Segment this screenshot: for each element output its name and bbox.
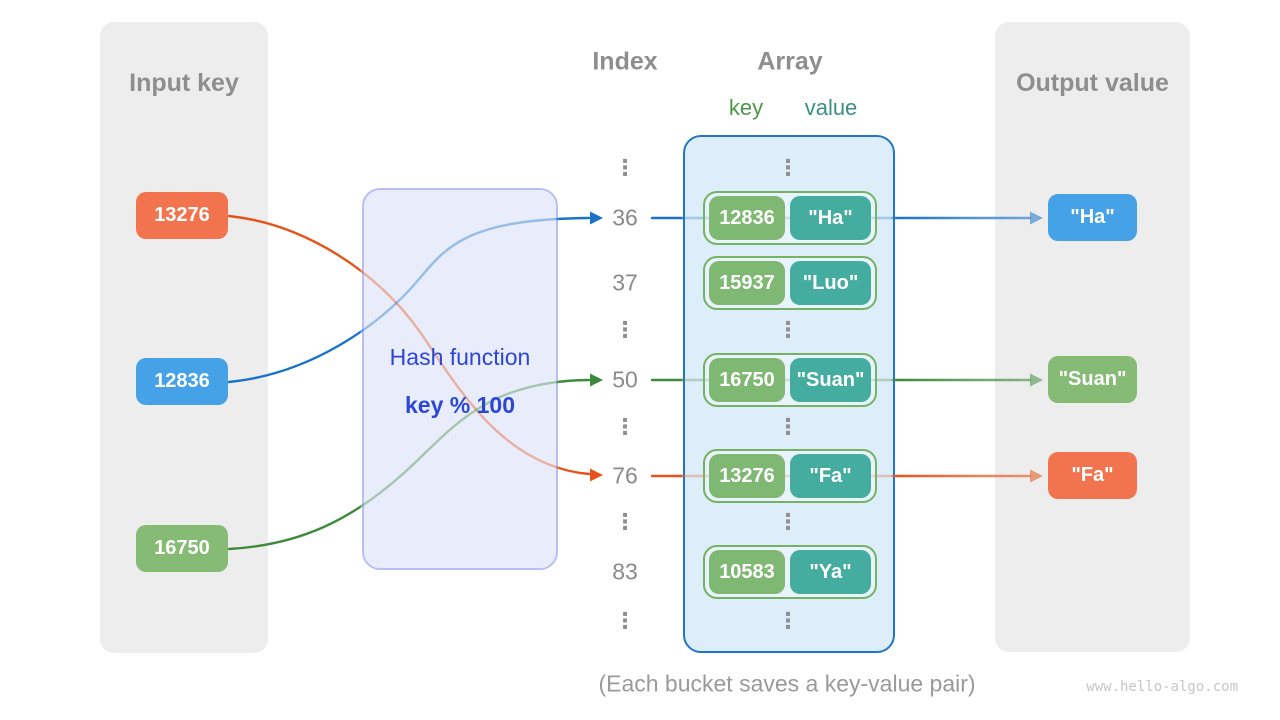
vertical-ellipsis-icon: ⋮ — [614, 155, 636, 180]
arrowhead-index-76 — [590, 468, 603, 482]
arrowhead-index-50 — [590, 373, 603, 387]
vertical-ellipsis-icon: ⋮ — [777, 414, 799, 439]
bucket-value: "Fa" — [790, 454, 871, 498]
vertical-ellipsis-icon: ⋮ — [777, 608, 799, 633]
bucket-value: "Ha" — [790, 196, 871, 240]
bucket-value: "Suan" — [790, 358, 871, 402]
vertical-ellipsis-icon: ⋮ — [777, 509, 799, 534]
output-value-panel: Output value — [995, 22, 1190, 652]
bucket-key: 13276 — [709, 454, 785, 498]
bucket-key: 12836 — [709, 196, 785, 240]
hash-function-box — [362, 188, 558, 570]
arrowhead-index-36 — [590, 211, 603, 225]
input-key-13276: 13276 — [136, 192, 228, 239]
output-value-ha: "Ha" — [1048, 194, 1137, 241]
index-37: 37 — [612, 269, 638, 296]
bucket-row: 13276 "Fa" — [703, 449, 877, 503]
bucket-row: 15937 "Luo" — [703, 256, 877, 310]
input-key-12836: 12836 — [136, 358, 228, 405]
bucket-row: 16750 "Suan" — [703, 353, 877, 407]
bucket-key: 16750 — [709, 358, 785, 402]
index-column-title: Index — [592, 47, 658, 76]
input-key-title: Input key — [129, 69, 239, 97]
bucket-row: 10583 "Ya" — [703, 545, 877, 599]
diagram-caption: (Each bucket saves a key-value pair) — [598, 670, 976, 697]
bucket-key: 15937 — [709, 261, 785, 305]
hash-function-label: Hash function — [389, 344, 531, 370]
bucket-row: 12836 "Ha" — [703, 191, 877, 245]
bucket-value: "Ya" — [790, 550, 871, 594]
input-key-16750: 16750 — [136, 525, 228, 572]
bucket-value: "Luo" — [790, 261, 871, 305]
output-value-title: Output value — [1016, 69, 1169, 97]
index-76: 76 — [612, 462, 638, 489]
hash-formula-label: key % 100 — [405, 392, 515, 418]
output-value-fa: "Fa" — [1048, 452, 1137, 499]
vertical-ellipsis-icon: ⋮ — [614, 608, 636, 633]
index-36: 36 — [612, 204, 638, 231]
index-50: 50 — [612, 366, 638, 393]
value-header-label: value — [804, 95, 858, 120]
vertical-ellipsis-icon: ⋮ — [777, 317, 799, 342]
vertical-ellipsis-icon: ⋮ — [614, 509, 636, 534]
key-header-label: key — [728, 95, 764, 120]
output-value-suan: "Suan" — [1048, 356, 1137, 403]
vertical-ellipsis-icon: ⋮ — [614, 414, 636, 439]
watermark: www.hello-algo.com — [1086, 679, 1238, 695]
index-83: 83 — [612, 558, 638, 585]
bucket-key: 10583 — [709, 550, 785, 594]
vertical-ellipsis-icon: ⋮ — [777, 155, 799, 180]
array-title: Array — [757, 47, 823, 76]
vertical-ellipsis-icon: ⋮ — [614, 317, 636, 342]
